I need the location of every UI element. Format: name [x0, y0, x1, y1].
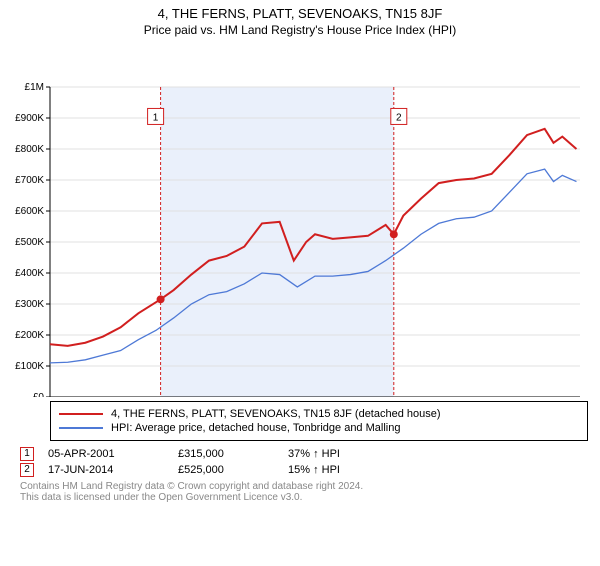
legend-row-2: HPI: Average price, detached house, Tonb… [59, 422, 579, 434]
chart-plot: £0 £100K £200K £300K £400K £500K £600K £700K £80… [0, 41, 600, 397]
svg-text:£800K: £800K [15, 144, 44, 155]
legend-line-1 [59, 413, 103, 415]
svg-text:£600K: £600K [15, 206, 44, 217]
svg-text:1: 1 [153, 112, 159, 123]
footer: Contains HM Land Registry data © Crown c… [20, 481, 588, 503]
legend-label-1: 4, THE FERNS, PLATT, SEVENOAKS, TN15 8JF… [111, 408, 441, 420]
svg-text:2: 2 [396, 112, 402, 123]
marker-row-2: 2 17-JUN-2014 £525,000 15% ↑ HPI [20, 463, 588, 477]
marker-table: 1 05-APR-2001 £315,000 37% ↑ HPI 2 17-JU… [20, 447, 588, 477]
chart-subtitle: Price paid vs. HM Land Registry's House … [0, 23, 600, 37]
footer-line-2: This data is licensed under the Open Gov… [20, 492, 588, 503]
legend-label-2: HPI: Average price, detached house, Tonb… [111, 422, 400, 434]
svg-text:£400K: £400K [15, 268, 44, 279]
chart-svg: £0 £100K £200K £300K £400K £500K £600K £700K £80… [0, 41, 600, 397]
legend-line-2 [59, 427, 103, 428]
marker-diff-2: 15% ↑ HPI [288, 464, 398, 476]
marker-diff-1: 37% ↑ HPI [288, 448, 398, 460]
footer-line-1: Contains HM Land Registry data © Crown c… [20, 481, 588, 492]
svg-text:£200K: £200K [15, 330, 44, 341]
svg-text:£500K: £500K [15, 237, 44, 248]
svg-text:£0: £0 [33, 392, 45, 397]
svg-text:£300K: £300K [15, 299, 44, 310]
marker-box-2: 2 [20, 463, 34, 477]
marker-price-2: £525,000 [178, 464, 288, 476]
svg-text:£700K: £700K [15, 175, 44, 186]
chart-title: 4, THE FERNS, PLATT, SEVENOAKS, TN15 8JF [0, 6, 600, 21]
svg-text:£1M: £1M [25, 82, 44, 93]
marker-box-1: 1 [20, 447, 34, 461]
marker-date-2: 17-JUN-2014 [48, 464, 178, 476]
legend-row-1: 4, THE FERNS, PLATT, SEVENOAKS, TN15 8JF… [59, 408, 579, 420]
marker-row-1: 1 05-APR-2001 £315,000 37% ↑ HPI [20, 447, 588, 461]
marker-price-1: £315,000 [178, 448, 288, 460]
svg-text:£100K: £100K [15, 361, 44, 372]
chart-container: 4, THE FERNS, PLATT, SEVENOAKS, TN15 8JF… [0, 6, 600, 503]
legend-box: 4, THE FERNS, PLATT, SEVENOAKS, TN15 8JF… [50, 401, 588, 441]
svg-text:£900K: £900K [15, 113, 44, 124]
marker-date-1: 05-APR-2001 [48, 448, 178, 460]
